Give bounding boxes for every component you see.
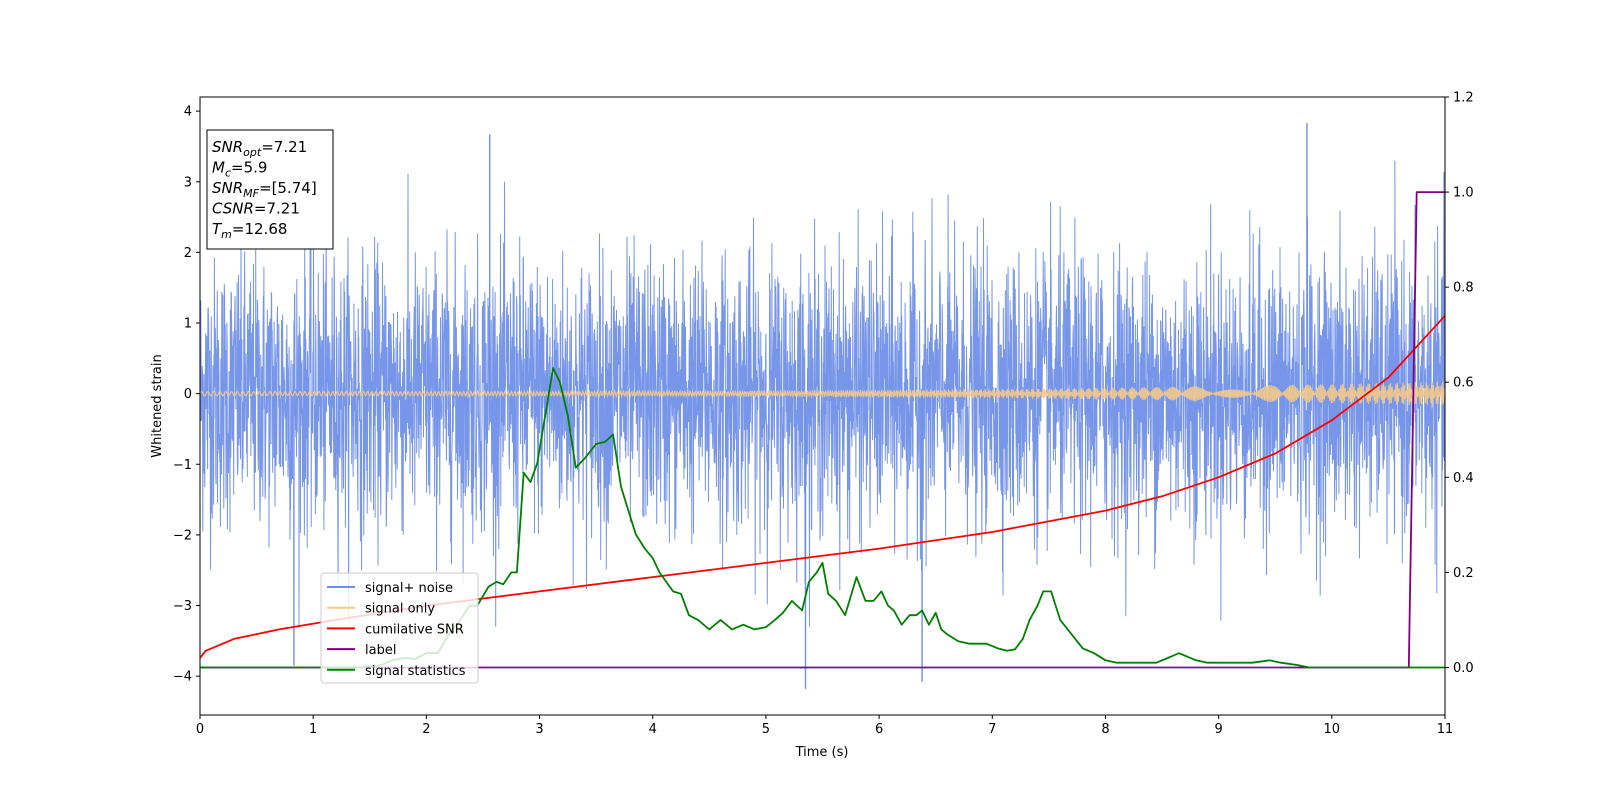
info-box-line: SNRMF=[5.74] [212,179,317,200]
series-label [200,191,1445,669]
y2-tick-label: 0.6 [1453,376,1474,391]
y2-tick-label: 1.0 [1453,186,1474,201]
x-tick-label: 0 [196,722,204,737]
info-box-line: CSNR=7.21 [212,200,300,218]
legend-label: signal statistics [365,664,466,679]
series-signal-noise-peaks [293,123,1308,689]
series-signal-noise [200,160,1445,627]
y-tick-label: −2 [173,528,192,543]
plot-area [200,123,1445,689]
legend-label: signal+ noise [365,581,453,596]
y-tick-label: −1 [173,458,192,473]
y2-tick-label: 0.8 [1453,281,1474,296]
x-axis-label: Time (s) [795,745,849,760]
legend: signal+ noise signal only cumilative SNR la… [320,572,479,684]
x-tick-label: 10 [1324,722,1341,737]
info-box-line: Mc=5.9 [212,159,267,180]
x-tick-label: 1 [309,722,317,737]
x-tick-label: 6 [875,722,883,737]
y-tick-label: 2 [184,246,192,261]
series-cumulative-snr [200,315,1445,659]
legend-label: label [365,643,396,658]
y2-tick-label: 0.4 [1453,471,1474,486]
y-axis-left: 4 3 2 1 0 −1 −2 −3 −4 [173,105,200,685]
axes-frame [199,96,1446,716]
y-tick-label: 0 [184,387,192,402]
x-tick-label: 5 [762,722,770,737]
y-tick-label: −3 [173,599,192,614]
info-box-line: Tm=12.68 [212,220,287,241]
x-tick-label: 11 [1437,722,1454,737]
y2-tick-label: 0.0 [1453,661,1474,676]
x-tick-label: 9 [1214,722,1222,737]
y-tick-label: 4 [184,105,192,120]
y-axis-label: Whitened strain [150,354,165,457]
y-tick-label: 3 [184,175,192,190]
y-axis-right: 0.0 0.2 0.4 0.6 0.8 1.0 1.2 [1445,91,1474,676]
x-axis: 0 1 2 3 4 5 6 7 8 9 10 11 [196,715,1453,737]
x-tick-label: 7 [988,722,996,737]
y-tick-label: −4 [173,670,192,685]
series-signal-only [200,381,1445,405]
x-tick-label: 8 [1101,722,1109,737]
x-tick-label: 2 [422,722,430,737]
y-tick-label: 1 [184,317,192,332]
series-signal-statistics [200,367,1445,669]
legend-label: cumilative SNR [365,622,464,637]
legend-label: signal only [365,602,435,617]
x-tick-label: 4 [649,722,657,737]
y2-tick-label: 1.2 [1453,91,1474,106]
y2-tick-label: 0.2 [1453,566,1474,581]
x-tick-label: 3 [535,722,543,737]
info-box-line: SNRopt=7.21 [212,138,307,159]
